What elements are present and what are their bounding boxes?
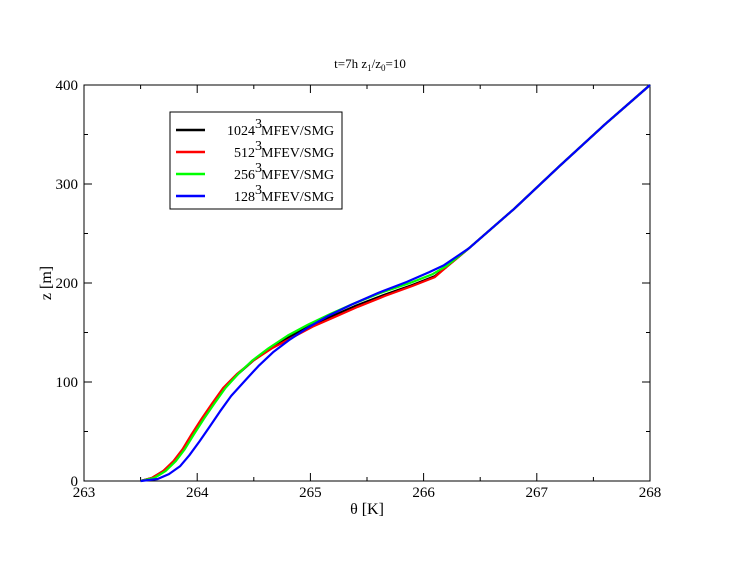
series-layer	[140, 84, 651, 483]
y-tick-label: 300	[56, 177, 79, 193]
legend-label-512: 512	[234, 146, 255, 161]
title-tail: =10	[386, 56, 406, 71]
y-tick-label: 200	[56, 276, 79, 292]
title-sub2: 0	[381, 63, 386, 73]
chart-title: t=7h z1/z0=10	[334, 56, 406, 73]
title-main: t=7h z	[334, 56, 367, 71]
legend-label-sup: 3	[255, 117, 262, 132]
x-tick-label: 266	[412, 485, 435, 501]
x-tick-label: 268	[639, 485, 662, 501]
legend-label-256: 256	[234, 168, 255, 183]
y-axis: 0 100 200 300 400	[56, 78, 650, 490]
legend-box	[169, 111, 343, 210]
legend-label-sup: 3	[255, 161, 262, 176]
legend-label-rest: MFEV/SMG	[261, 190, 334, 205]
plot-frame	[83, 84, 651, 482]
legend-label-sup: 3	[255, 139, 262, 154]
y-axis-label: z [m]	[38, 266, 55, 300]
legend-label-128: 128	[234, 190, 255, 205]
x-tick-label: 265	[299, 485, 322, 501]
x-tick-label: 264	[186, 485, 209, 501]
legend-label-rest: MFEV/SMG	[261, 146, 334, 161]
legend-label-sup: 3	[255, 183, 262, 198]
legend-label-rest: MFEV/SMG	[261, 124, 334, 139]
x-axis-label: θ [K]	[350, 501, 384, 518]
x-tick-label: 263	[73, 485, 96, 501]
x-axis: 263 264 265 266 267 268	[73, 85, 662, 501]
x-tick-label: 267	[526, 485, 549, 501]
legend-label-rest: MFEV/SMG	[261, 168, 334, 183]
legend-label-1024: 1024	[227, 124, 255, 139]
y-tick-label: 100	[56, 375, 79, 391]
y-tick-label: 0	[71, 474, 79, 490]
title-mid: /z	[372, 56, 382, 71]
title-sub1: 1	[367, 63, 372, 73]
series-line-128	[140, 84, 651, 483]
y-tick-label: 400	[56, 78, 79, 94]
